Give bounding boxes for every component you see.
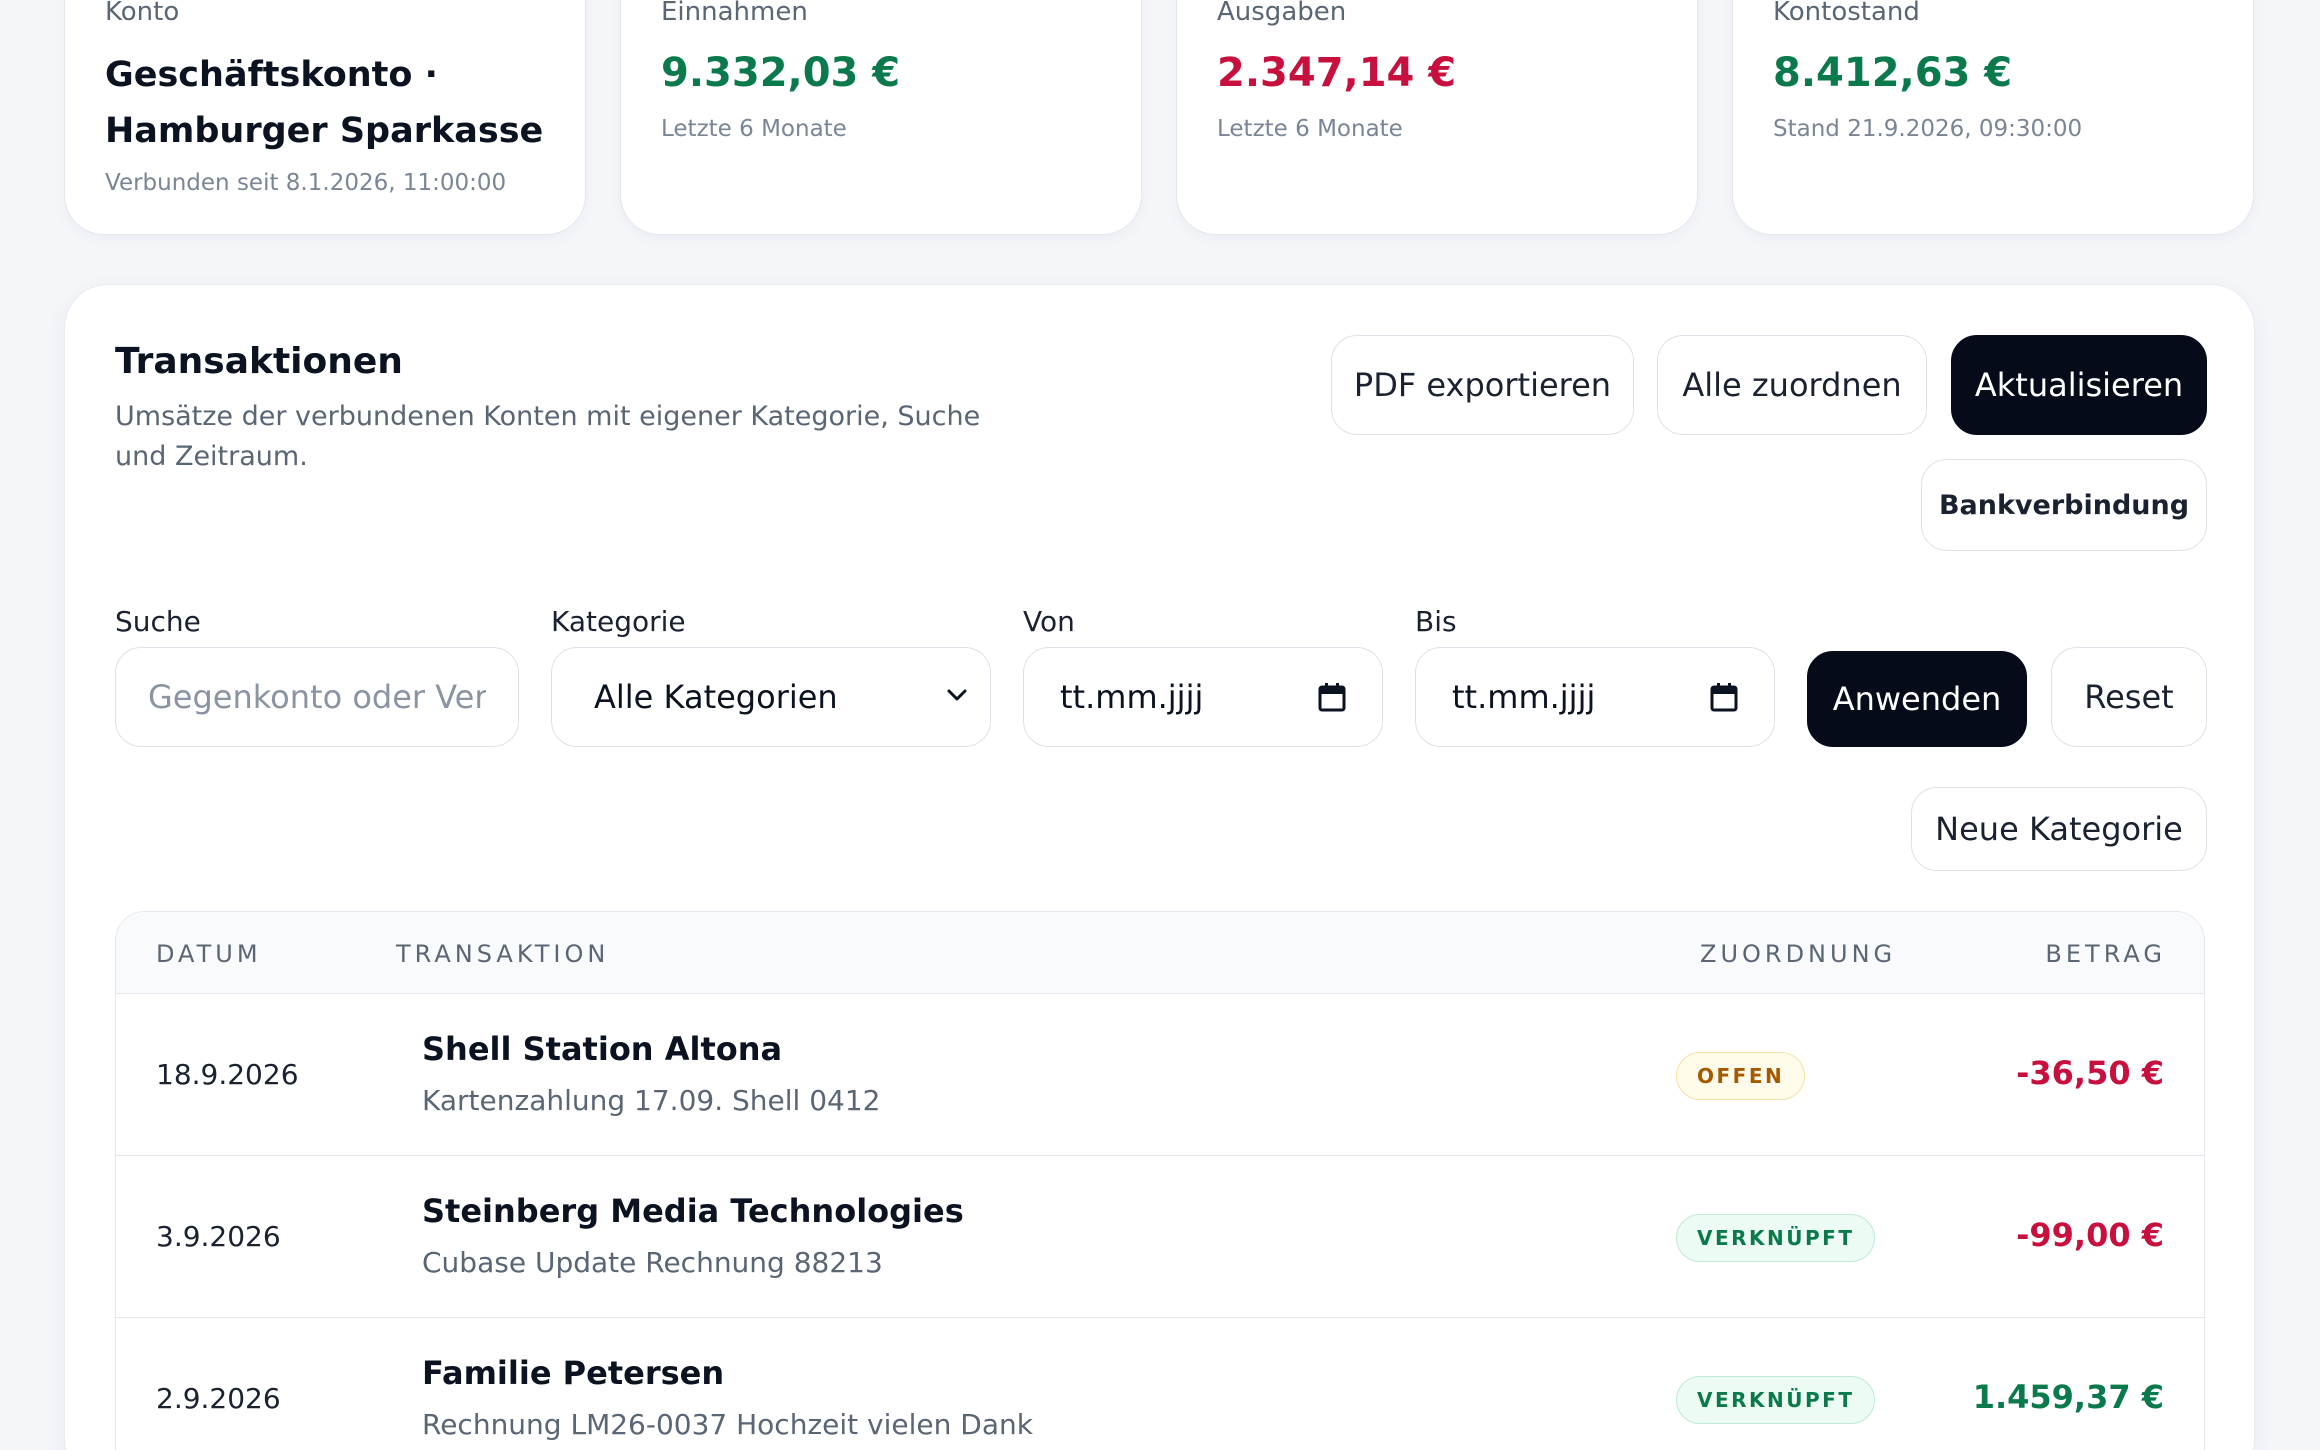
table-row[interactable]: 18.9.2026 Shell Station Altona Kartenzah…: [116, 994, 2204, 1156]
reset-filters-button[interactable]: Reset: [2051, 647, 2207, 747]
expenses-card: Ausgaben 2.347,14 € Letzte 6 Monate: [1176, 0, 1698, 235]
card-label: Konto: [105, 0, 180, 27]
card-label: Einnahmen: [661, 0, 808, 27]
transaction-amount: -36,50 €: [2016, 1054, 2164, 1092]
balance-card: Kontostand 8.412,63 € Stand 21.9.2026, 0…: [1732, 0, 2254, 235]
category-selected-value: Alle Kategorien: [594, 678, 838, 716]
account-name: Geschäftskonto · Hamburger Sparkasse: [105, 47, 545, 159]
panel-title: Transaktionen: [115, 341, 403, 382]
summary-cards: Konto Geschäftskonto · Hamburger Sparkas…: [64, 0, 2254, 235]
balance-timestamp: Stand 21.9.2026, 09:30:00: [1773, 116, 2083, 142]
status-badge[interactable]: OFFEN: [1676, 1052, 1806, 1100]
income-card: Einnahmen 9.332,03 € Letzte 6 Monate: [620, 0, 1142, 235]
to-date-input[interactable]: tt.mm.jjjj: [1415, 647, 1775, 747]
balance-value: 8.412,63 €: [1773, 50, 2013, 96]
transaction-memo: Kartenzahlung 17.09. Shell 0412: [422, 1084, 881, 1117]
from-date-label: Von: [1023, 605, 1075, 638]
transaction-counterparty: Steinberg Media Technologies: [422, 1192, 964, 1230]
card-label: Kontostand: [1773, 0, 1920, 27]
column-header-date: DATUM: [156, 940, 262, 968]
table-header: DATUM TRANSAKTION ZUORDNUNG BETRAG: [116, 912, 2204, 994]
table-row[interactable]: 2.9.2026 Familie Petersen Rechnung LM26-…: [116, 1318, 2204, 1450]
account-name-line1: Geschäftskonto ·: [105, 55, 438, 95]
new-category-button[interactable]: Neue Kategorie: [1911, 787, 2207, 871]
transaction-date: 3.9.2026: [156, 1220, 281, 1253]
from-date-input[interactable]: tt.mm.jjjj: [1023, 647, 1383, 747]
bank-connection-button[interactable]: Bankverbindung: [1921, 459, 2207, 551]
calendar-icon[interactable]: [1710, 682, 1738, 712]
transaction-memo: Rechnung LM26-0037 Hochzeit vielen Dank: [422, 1408, 1033, 1441]
category-select[interactable]: Alle Kategorien: [551, 647, 991, 747]
refresh-button[interactable]: Aktualisieren: [1951, 335, 2207, 435]
to-date-label: Bis: [1415, 605, 1457, 638]
assign-all-button[interactable]: Alle zuordnen: [1657, 335, 1927, 435]
apply-filters-button[interactable]: Anwenden: [1807, 651, 2027, 747]
transactions-table: DATUM TRANSAKTION ZUORDNUNG BETRAG 18.9.…: [115, 911, 2205, 1450]
search-label: Suche: [115, 605, 201, 638]
card-label: Ausgaben: [1217, 0, 1347, 27]
transaction-counterparty: Familie Petersen: [422, 1354, 725, 1392]
income-value: 9.332,03 €: [661, 50, 901, 96]
panel-description: Umsätze der verbundenen Konten mit eigen…: [115, 401, 981, 472]
transaction-amount: 1.459,37 €: [1972, 1378, 2164, 1416]
search-input[interactable]: Gegenkonto oder Verw: [115, 647, 519, 747]
category-label: Kategorie: [551, 605, 686, 638]
status-badge[interactable]: VERKNÜPFT: [1676, 1376, 1876, 1424]
column-header-transaction: TRANSAKTION: [396, 940, 610, 968]
account-card: Konto Geschäftskonto · Hamburger Sparkas…: [64, 0, 586, 235]
account-name-line2: Hamburger Sparkasse: [105, 111, 544, 151]
search-placeholder: Gegenkonto oder Verw: [148, 678, 486, 716]
transaction-date: 18.9.2026: [156, 1058, 299, 1091]
from-date-placeholder: tt.mm.jjjj: [1060, 678, 1204, 716]
expenses-period: Letzte 6 Monate: [1217, 116, 1403, 142]
table-row[interactable]: 3.9.2026 Steinberg Media Technologies Cu…: [116, 1156, 2204, 1318]
transaction-counterparty: Shell Station Altona: [422, 1030, 783, 1068]
transaction-date: 2.9.2026: [156, 1382, 281, 1415]
transaction-memo: Cubase Update Rechnung 88213: [422, 1246, 883, 1279]
column-header-amount: BETRAG: [2045, 940, 2166, 968]
status-badge[interactable]: VERKNÜPFT: [1676, 1214, 1876, 1262]
connected-since: Verbunden seit 8.1.2026, 11:00:00: [105, 170, 507, 196]
transaction-amount: -99,00 €: [2016, 1216, 2164, 1254]
transactions-panel: Transaktionen Umsätze der verbundenen Ko…: [64, 284, 2255, 1450]
column-header-assignment: ZUORDNUNG: [1700, 940, 1897, 968]
income-period: Letzte 6 Monate: [661, 116, 847, 142]
chevron-down-icon: [947, 689, 967, 701]
calendar-icon[interactable]: [1318, 682, 1346, 712]
expenses-value: 2.347,14 €: [1217, 50, 1457, 96]
to-date-placeholder: tt.mm.jjjj: [1452, 678, 1596, 716]
pdf-export-button[interactable]: PDF exportieren: [1331, 335, 1634, 435]
